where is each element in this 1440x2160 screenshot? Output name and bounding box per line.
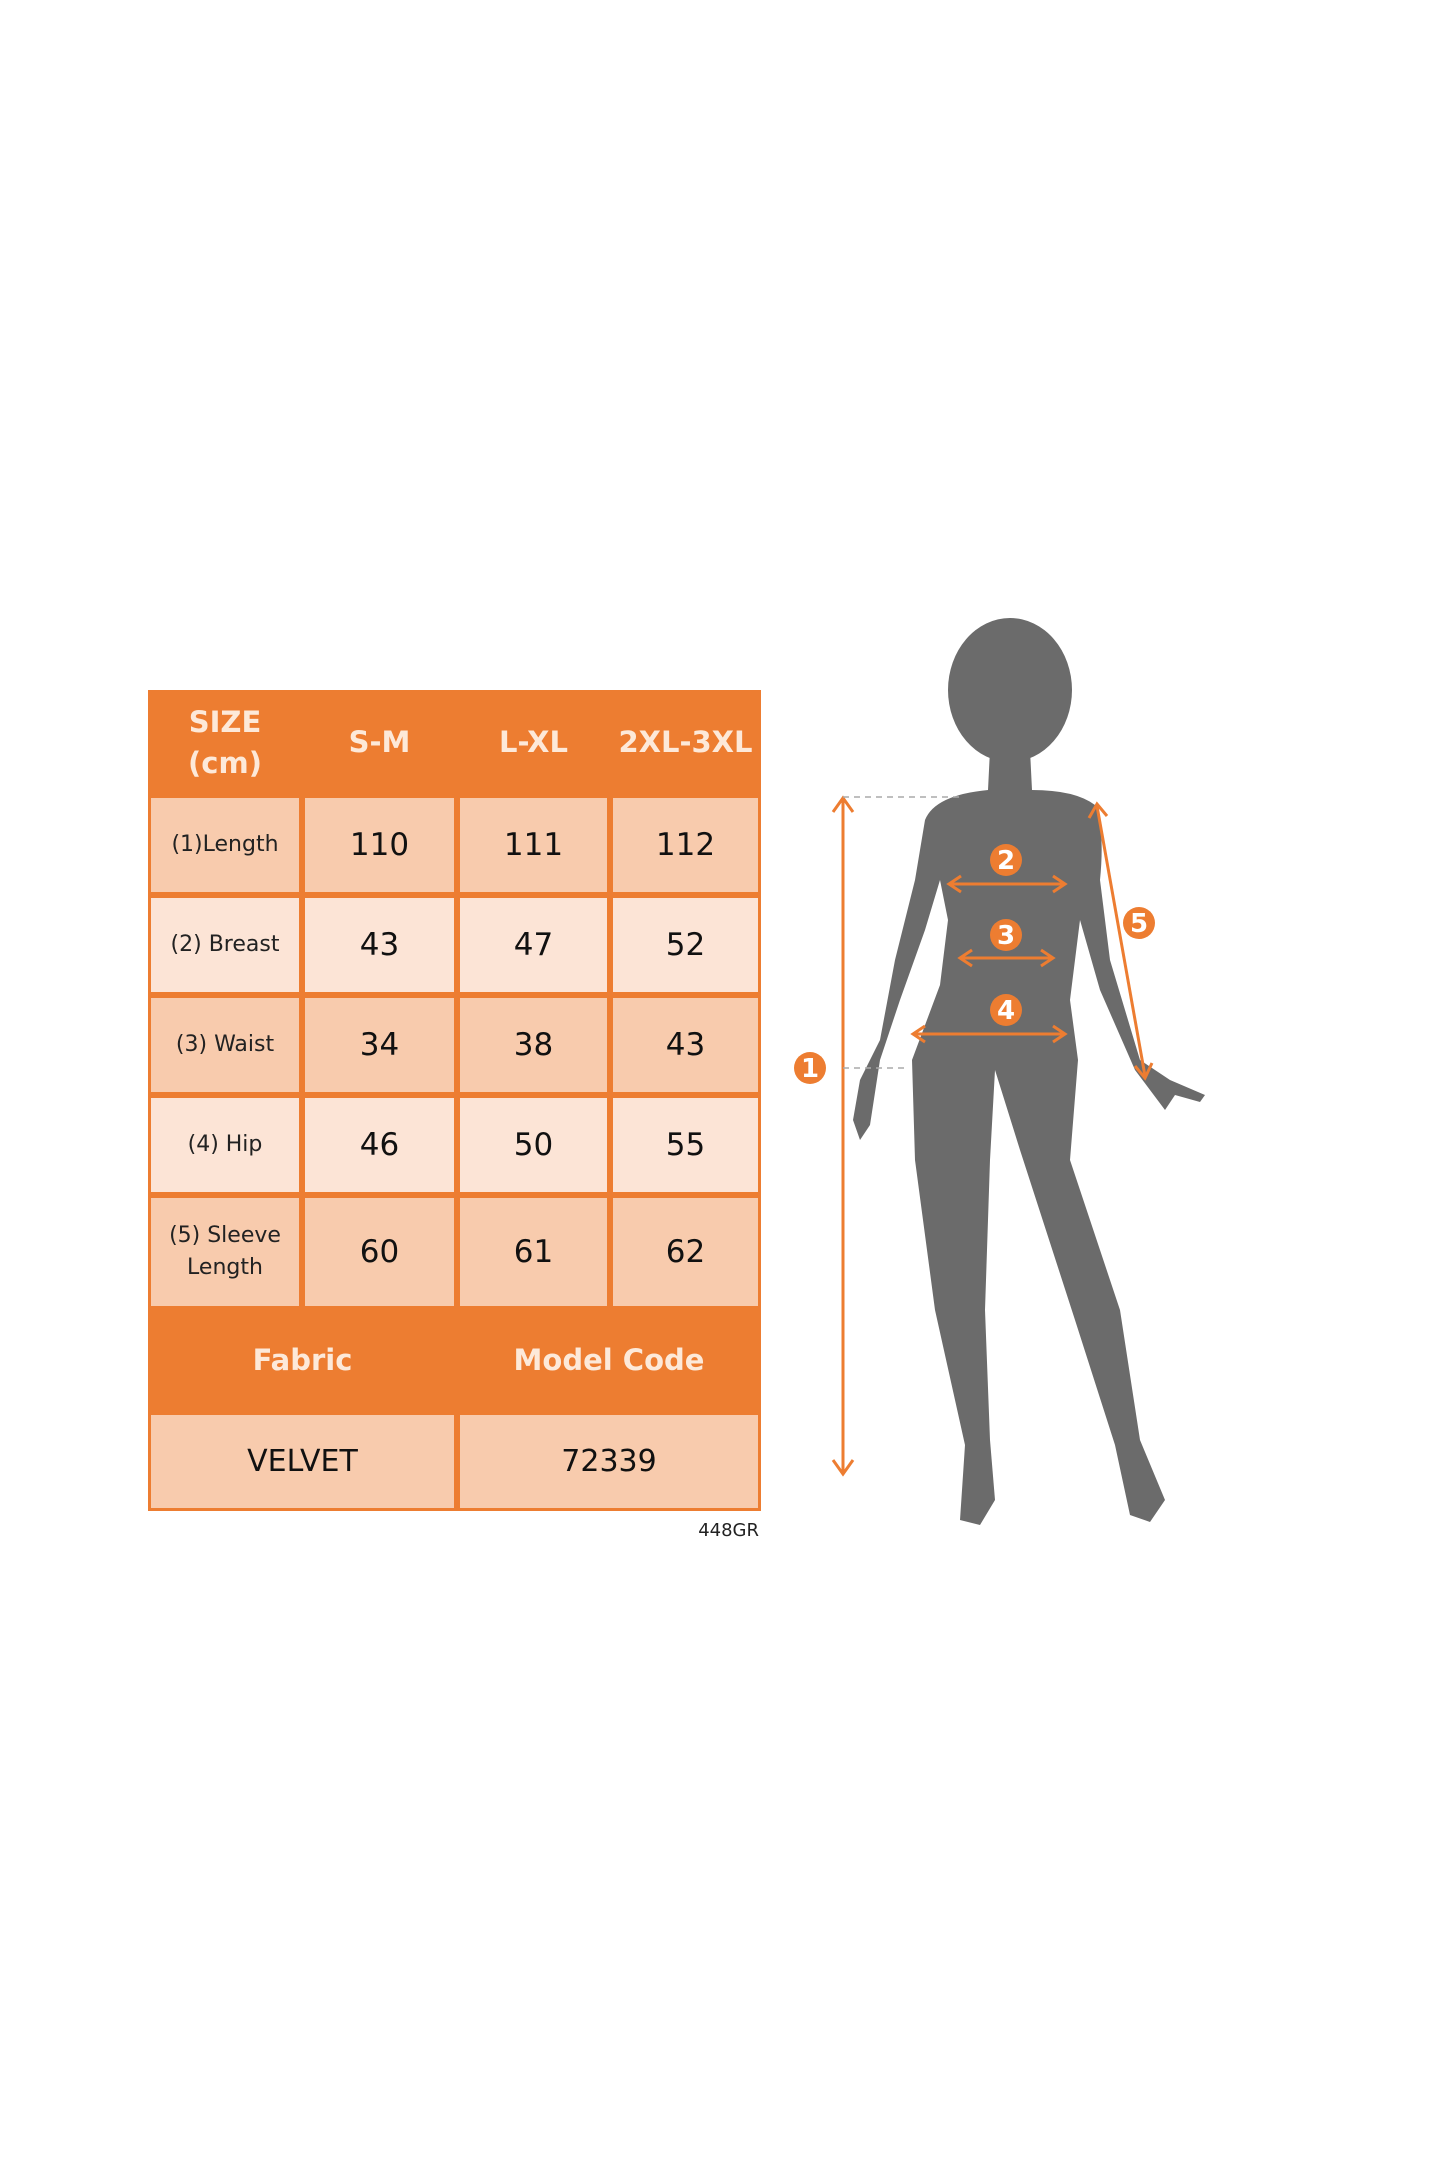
row-label: (3) Waist (151, 998, 299, 1092)
marker-3: 3 (990, 919, 1022, 951)
silhouette (853, 618, 1205, 1525)
model-code-value: 72339 (460, 1415, 758, 1508)
model-code-header: Model Code (513, 1343, 705, 1378)
size-value-cell: 60 (305, 1198, 454, 1306)
size-value-cell: 47 (460, 898, 607, 992)
svg-text:2: 2 (997, 846, 1015, 876)
svg-text:4: 4 (997, 996, 1015, 1026)
header-cell: 2XL-3XL (618, 725, 753, 760)
row-label: (5) Sleeve Length (151, 1198, 299, 1306)
size-value-cell: 43 (305, 898, 454, 992)
row-label: (2) Breast (151, 898, 299, 992)
size-value-cell: 61 (460, 1198, 607, 1306)
size-value-cell: 43 (613, 998, 758, 1092)
size-value-cell: 46 (305, 1098, 454, 1192)
size-value-cell: 38 (460, 998, 607, 1092)
sleeve-arrow (1095, 805, 1147, 1077)
fabric-header: Fabric (252, 1343, 353, 1378)
svg-text:1: 1 (801, 1054, 819, 1084)
svg-text:5: 5 (1130, 909, 1148, 939)
fabric-value: VELVET (151, 1415, 454, 1508)
marker-5: 5 (1123, 907, 1155, 939)
size-value-cell: 62 (613, 1198, 758, 1306)
silhouette-head (948, 618, 1072, 762)
size-value-cell: 34 (305, 998, 454, 1092)
product-code-label: 448GR (698, 1520, 759, 1541)
size-value-cell: 50 (460, 1098, 607, 1192)
size-value-cell: 111 (460, 798, 607, 892)
header-cell: L-XL (499, 725, 568, 760)
size-value-cell: 112 (613, 798, 758, 892)
marker-1: 1 (794, 1052, 826, 1084)
marker-2: 2 (990, 844, 1022, 876)
size-chart-table: SIZE (cm) S-M L-XL 2XL-3XL (1)Length 110 111 11… (148, 690, 761, 1511)
header-cell: SIZE (cm) (188, 704, 262, 780)
silhouette-body (853, 750, 1205, 1525)
svg-text:3: 3 (997, 921, 1015, 951)
size-value-cell: 52 (613, 898, 758, 992)
size-value-cell: 110 (305, 798, 454, 892)
row-label: (4) Hip (151, 1098, 299, 1192)
header-cell: S-M (348, 725, 411, 760)
measure-lines (831, 795, 1154, 1477)
size-value-cell: 55 (613, 1098, 758, 1192)
marker-4: 4 (990, 994, 1022, 1026)
measure-markers: 1 2 3 4 5 (794, 844, 1155, 1084)
row-label: (1)Length (151, 798, 299, 892)
